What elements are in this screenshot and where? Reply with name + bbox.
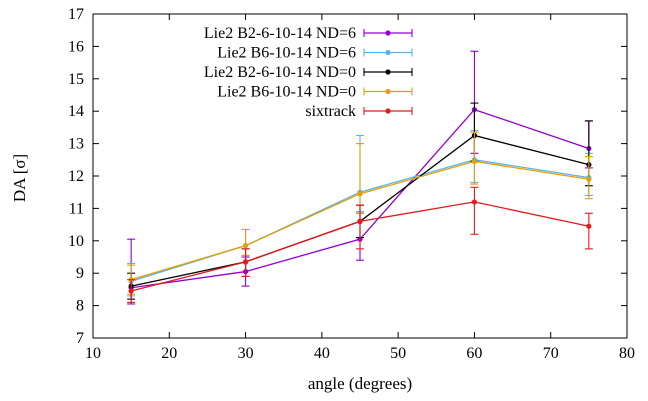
data-point: [471, 199, 478, 205]
legend-marker: [385, 69, 391, 75]
legend-marker: [385, 49, 391, 56]
axes: 10 20 30 40 50 60 70 80 7 8 9 10 11 12 13 14 15 16 17: [68, 6, 635, 362]
series-layer: [127, 50, 593, 305]
legend-marker: [385, 88, 391, 95]
y-tick-label: 14: [68, 103, 84, 120]
legend: Lie2 B2-6-10-14 ND=6 Lie2 B6-10-14 ND=6 Li…: [204, 25, 413, 120]
series-4: [127, 186, 593, 303]
data-point: [242, 259, 249, 265]
y-tick-label: 9: [76, 265, 84, 282]
data-point: [242, 243, 249, 249]
data-point: [357, 191, 363, 197]
y-tick-label: 16: [68, 38, 84, 55]
y-tick-label: 7: [76, 330, 84, 347]
x-tick-label: 30: [238, 345, 254, 362]
data-point: [471, 158, 478, 165]
data-point: [357, 218, 363, 224]
legend-label: Lie2 B2-6-10-14 ND=6: [204, 25, 356, 42]
x-tick-label: 80: [619, 345, 635, 362]
x-tick-label: 20: [161, 345, 177, 362]
y-tick-label: 8: [76, 298, 84, 315]
y-tick-label: 15: [68, 71, 84, 88]
x-tick-label: 70: [543, 345, 559, 362]
y-tick-label: 13: [68, 136, 84, 153]
x-tick-label: 40: [314, 345, 330, 362]
y-tick-label: 17: [68, 6, 84, 23]
data-point: [586, 176, 592, 182]
data-point: [586, 223, 592, 229]
y-tick-label: 11: [69, 200, 84, 217]
legend-label: Lie2 B6-10-14 ND=0: [217, 84, 356, 101]
x-tick-label: 60: [466, 345, 482, 362]
data-point: [128, 288, 134, 294]
x-axis-label: angle (degrees): [308, 374, 412, 393]
legend-marker: [385, 30, 391, 36]
legend-marker: [385, 108, 391, 114]
x-tick-label: 10: [85, 345, 101, 362]
legend-label: Lie2 B6-10-14 ND=6: [217, 45, 356, 62]
x-tick-label: 50: [390, 345, 406, 362]
legend-label: sixtrack: [305, 103, 356, 120]
y-axis-label: DA [σ]: [10, 154, 29, 202]
legend-label: Lie2 B2-6-10-14 ND=0: [204, 64, 356, 81]
y-tick-label: 12: [68, 168, 84, 185]
y-tick-label: 10: [68, 233, 84, 250]
